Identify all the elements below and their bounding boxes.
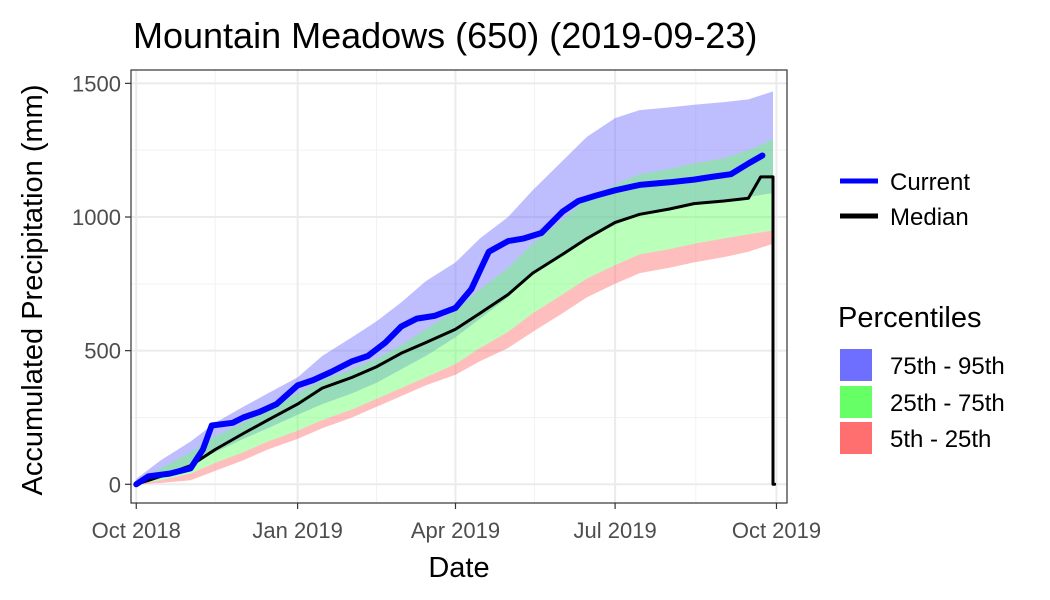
x-axis-label: Date — [428, 552, 489, 584]
legend-item-current: Current — [840, 169, 970, 196]
band-5-25 — [136, 230, 774, 485]
y-axis-label: Accumulated Precipitation (mm) — [17, 85, 49, 496]
band-25-75 — [136, 139, 774, 485]
x-tick-label: Jul 2019 — [574, 518, 657, 543]
plot-panel — [131, 70, 787, 503]
legend-swatch-25-75 — [840, 386, 872, 418]
legend: Current Median Percentiles 75th - 95th 2… — [838, 169, 1005, 454]
legend-label-25-75: 25th - 75th — [890, 390, 1005, 417]
grid-lines — [131, 70, 787, 503]
plot-border — [130, 69, 788, 504]
legend-label-median: Median — [890, 204, 969, 231]
chart-title: Mountain Meadows (650) (2019-09-23) — [133, 15, 757, 56]
y-tick-label: 1000 — [72, 205, 121, 230]
series-line-current — [133, 152, 766, 488]
legend-swatch-5-25 — [840, 422, 872, 454]
legend-label-5-25: 5th - 25th — [890, 426, 991, 453]
legend-label-75-95: 75th - 95th — [890, 353, 1005, 380]
y-axis: 0 500 1000 1500 — [72, 71, 131, 497]
x-tick-label: Oct 2019 — [732, 518, 821, 543]
y-tick-label: 1500 — [72, 71, 121, 96]
y-tick-label: 0 — [109, 472, 121, 497]
x-tick-label: Oct 2018 — [92, 518, 181, 543]
legend-label-current: Current — [890, 169, 970, 196]
x-tick-label: Jan 2019 — [252, 518, 343, 543]
legend-item-5-25: 5th - 25th — [840, 422, 991, 454]
y-tick-label: 500 — [84, 339, 121, 364]
x-axis: Oct 2018 Jan 2019 Apr 2019 Jul 2019 Oct 2019 — [92, 503, 821, 543]
series-line-median — [134, 175, 777, 486]
legend-item-median: Median — [840, 204, 969, 231]
data-series — [133, 152, 777, 488]
legend-item-75-95: 75th - 95th — [840, 349, 1005, 381]
legend-item-25-75: 25th - 75th — [840, 386, 1005, 418]
legend-swatch-75-95 — [840, 349, 872, 381]
x-tick-label: Apr 2019 — [411, 518, 500, 543]
legend-title-percentiles: Percentiles — [838, 302, 981, 334]
